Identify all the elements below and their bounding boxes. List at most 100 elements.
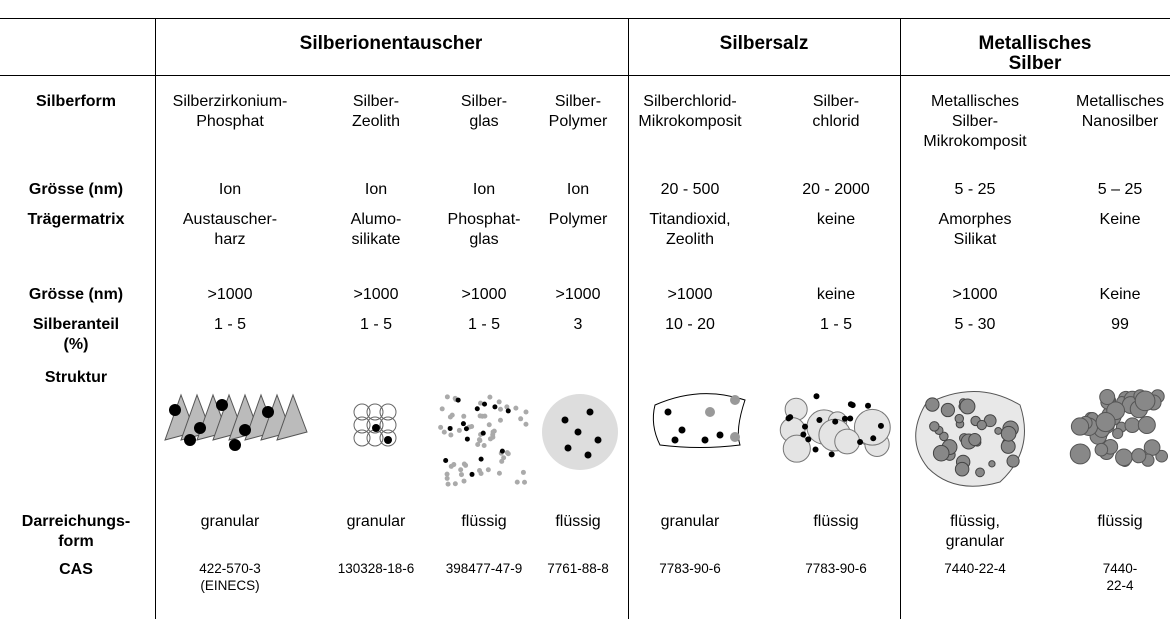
illustration-shape bbox=[989, 461, 995, 467]
illustration-shape bbox=[462, 461, 467, 466]
cell: 5 – 25 bbox=[1098, 180, 1142, 200]
illustration-shape bbox=[477, 437, 482, 442]
cell: granular bbox=[661, 512, 720, 532]
illustration-shape bbox=[518, 416, 523, 421]
illustration-shape bbox=[933, 445, 949, 461]
cell: 130328-18-6 bbox=[338, 560, 415, 577]
illustration-shape bbox=[1001, 439, 1015, 453]
illustration-shape bbox=[1001, 426, 1016, 441]
row-label: Struktur bbox=[45, 368, 107, 388]
cell: >1000 bbox=[208, 285, 253, 305]
cell: >1000 bbox=[668, 285, 713, 305]
illustration-shape bbox=[169, 404, 181, 416]
cell: Ion bbox=[365, 180, 387, 200]
cell: 1 - 5 bbox=[360, 315, 392, 335]
cell: keine bbox=[817, 210, 855, 230]
illustration-shape bbox=[501, 455, 506, 460]
illustration-shape bbox=[354, 417, 370, 433]
illustration-shape bbox=[800, 431, 806, 437]
illustration-shape bbox=[941, 403, 954, 416]
illustration-shape bbox=[926, 398, 939, 411]
illustration-shape bbox=[367, 430, 383, 446]
cell: Silber- glas bbox=[461, 92, 507, 132]
cell: >1000 bbox=[354, 285, 399, 305]
illustration-shape bbox=[878, 423, 884, 429]
cell: 7440-22-4 bbox=[1095, 560, 1145, 594]
illustration-shape bbox=[506, 408, 511, 413]
illustration-shape bbox=[481, 431, 486, 436]
illustration-shape bbox=[479, 471, 484, 476]
illustration-shape bbox=[521, 470, 526, 475]
illustration-shape bbox=[1095, 443, 1108, 456]
cell: flüssig bbox=[1097, 512, 1142, 532]
cell: >1000 bbox=[462, 285, 507, 305]
cell: >1000 bbox=[556, 285, 601, 305]
illustration-shape bbox=[194, 422, 206, 434]
illustration-shape bbox=[464, 426, 469, 431]
illustration-shape bbox=[438, 425, 443, 430]
illustration-shape bbox=[458, 467, 463, 472]
illustration-shape bbox=[450, 413, 455, 418]
illustration-shape bbox=[960, 399, 975, 414]
illustration-shape bbox=[453, 481, 458, 486]
row-label: Silberanteil (%) bbox=[33, 315, 119, 355]
cell: Ion bbox=[473, 180, 495, 200]
illustration-shape bbox=[870, 435, 876, 441]
illustration-shape bbox=[500, 449, 505, 454]
cell: 3 bbox=[574, 315, 583, 335]
row-label: Darreichungs- form bbox=[22, 512, 130, 552]
illustration-shape bbox=[184, 434, 196, 446]
illustration-shape bbox=[475, 442, 480, 447]
illustration-shape bbox=[505, 450, 510, 455]
illustration-shape bbox=[470, 472, 475, 477]
illustration-shape bbox=[969, 433, 981, 445]
illustration-shape bbox=[479, 457, 484, 462]
cell: Austauscher- harz bbox=[183, 210, 277, 250]
illustration-shape bbox=[1070, 444, 1090, 464]
cell: 1 - 5 bbox=[820, 315, 852, 335]
illustration-shape bbox=[522, 480, 527, 485]
illustration-shape bbox=[995, 427, 1002, 434]
cell: 5 - 25 bbox=[955, 180, 996, 200]
illustration-shape bbox=[262, 406, 274, 418]
illustration-shape bbox=[487, 395, 492, 400]
illustration-shape bbox=[865, 403, 871, 409]
illustration-shape bbox=[497, 399, 502, 404]
illustration-shape bbox=[1113, 428, 1123, 438]
cell: Phosphat- glas bbox=[448, 210, 521, 250]
illustration-shape bbox=[955, 414, 963, 422]
illustration-shape bbox=[482, 402, 487, 407]
illustration-shape bbox=[1144, 440, 1160, 456]
cell: 99 bbox=[1111, 315, 1129, 335]
cell: flüssig bbox=[461, 512, 506, 532]
cell: flüssig, granular bbox=[946, 512, 1005, 552]
cell: flüssig bbox=[555, 512, 600, 532]
cell: 7440-22-4 bbox=[944, 560, 1006, 577]
row-label: CAS bbox=[59, 560, 93, 580]
cell: Silberzirkonium- Phosphat bbox=[173, 92, 288, 132]
cell: keine bbox=[817, 285, 855, 305]
cell: Amorphes Silikat bbox=[939, 210, 1012, 250]
illustration-shape bbox=[665, 409, 672, 416]
cell: Alumo- silikate bbox=[351, 210, 402, 250]
illustration-shape bbox=[786, 415, 792, 421]
illustration-shape bbox=[461, 414, 466, 419]
illustration-shape bbox=[976, 468, 985, 477]
illustration-shape bbox=[1100, 390, 1115, 405]
illustration-shape bbox=[717, 432, 724, 439]
illustration-shape bbox=[380, 417, 396, 433]
illustration-shape bbox=[515, 480, 520, 485]
cell: Silberchlorid- Mikrokomposit bbox=[638, 92, 741, 132]
illustration-shape bbox=[459, 472, 464, 477]
illustration-shape bbox=[857, 439, 863, 445]
illustration-shape bbox=[835, 429, 860, 454]
illustration-shape bbox=[705, 407, 715, 417]
illustration-shape bbox=[842, 416, 848, 422]
illustration-shape bbox=[524, 410, 529, 415]
cell: Keine bbox=[1100, 285, 1141, 305]
cell: Metallisches Nanosilber bbox=[1076, 92, 1164, 132]
cell: 1 - 5 bbox=[468, 315, 500, 335]
cell: Keine bbox=[1100, 210, 1141, 230]
group-header: Metallisches Silber bbox=[968, 34, 1103, 74]
illustration-shape bbox=[442, 430, 447, 435]
